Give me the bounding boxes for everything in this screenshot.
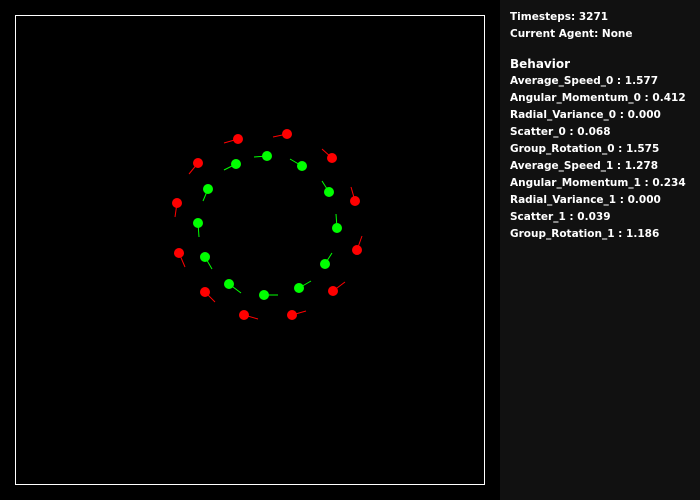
metric-value: 1.186: [626, 228, 660, 240]
metric-average-speed-0: Average_Speed_0 : 1.577: [510, 75, 658, 87]
agent-group1-6[interactable]: [259, 290, 278, 300]
agent-body: [332, 223, 342, 233]
agent-group0-10[interactable]: [172, 198, 182, 218]
behavior-title: Behavior: [510, 57, 571, 71]
agent-body: [294, 283, 304, 293]
timesteps-value: 3271: [578, 11, 609, 23]
agent-body: [287, 310, 297, 320]
agent-body: [203, 184, 213, 194]
agent-body: [239, 310, 249, 320]
metric-name: Radial_Variance_1: [510, 194, 617, 206]
agent-body: [262, 151, 272, 161]
metric-name: Average_Speed_1: [510, 160, 614, 172]
agent-group1-4[interactable]: [320, 252, 333, 269]
metric-name: Scatter_0: [510, 126, 566, 138]
agent-group0-1[interactable]: [272, 129, 292, 139]
metric-angular-momentum-0: Angular_Momentum_0 : 0.412: [510, 92, 686, 104]
agent-body: [172, 198, 182, 208]
agent-group1-8[interactable]: [200, 252, 213, 270]
metric-value: 0.234: [652, 177, 686, 189]
info-panel: Timesteps: 3271 Current Agent: None Beha…: [500, 0, 700, 500]
agent-body: [224, 279, 234, 289]
arena-border: [15, 15, 485, 485]
agent-group1-3[interactable]: [332, 213, 342, 233]
metric-scatter-1: Scatter_1 : 0.039: [510, 211, 611, 223]
agent-group0-9[interactable]: [174, 248, 186, 268]
metric-value: 1.575: [626, 143, 660, 155]
metric-value: 0.000: [627, 194, 661, 206]
agent-group1-1[interactable]: [289, 158, 307, 171]
agent-group1-11[interactable]: [223, 159, 241, 171]
agent-group0-6[interactable]: [287, 310, 307, 320]
agent-group0-0[interactable]: [223, 134, 243, 144]
agent-group1-10[interactable]: [202, 184, 213, 202]
metric-name: Group_Rotation_1: [510, 228, 615, 240]
metric-name: Angular_Momentum_0: [510, 92, 641, 104]
metric-value: 0.068: [577, 126, 611, 138]
metric-value: 0.039: [577, 211, 611, 223]
agent-body: [327, 153, 337, 163]
agent-body: [200, 252, 210, 262]
metric-radial-variance-1: Radial_Variance_1 : 0.000: [510, 194, 661, 206]
agent-body: [193, 158, 203, 168]
metric-radial-variance-0: Radial_Variance_0 : 0.000: [510, 109, 661, 121]
agent-body: [350, 196, 360, 206]
agent-body: [352, 245, 362, 255]
agent-group1-9[interactable]: [193, 218, 203, 238]
agent-body: [193, 218, 203, 228]
agent-body: [233, 134, 243, 144]
metric-angular-momentum-1: Angular_Momentum_1 : 0.234: [510, 177, 686, 189]
agent-group0-4[interactable]: [352, 235, 363, 255]
agent-group0-2[interactable]: [321, 148, 337, 163]
agent-body: [259, 290, 269, 300]
metric-name: Group_Rotation_0: [510, 143, 615, 155]
agent-group0-8[interactable]: [200, 287, 216, 303]
agent-group0-3[interactable]: [350, 186, 360, 206]
metric-average-speed-1: Average_Speed_1 : 1.278: [510, 160, 658, 172]
agent-group0-7[interactable]: [239, 310, 259, 320]
metric-group-rotation-0: Group_Rotation_0 : 1.575: [510, 143, 660, 155]
timesteps-label: Timesteps:: [510, 11, 576, 23]
simulation-arena[interactable]: [0, 0, 500, 500]
behavior-metrics-list: Average_Speed_0 : 1.577 Angular_Momentum…: [510, 73, 700, 243]
metric-name: Radial_Variance_0: [510, 109, 617, 121]
agent-body: [320, 259, 330, 269]
current-agent-readout: Current Agent: None: [510, 26, 700, 43]
agent-body: [328, 286, 338, 296]
agent-group1-7[interactable]: [224, 279, 242, 294]
metric-value: 0.412: [652, 92, 686, 104]
metric-value: 1.577: [624, 75, 658, 87]
agent-body: [174, 248, 184, 258]
metric-value: 0.000: [627, 109, 661, 121]
agent-group0-5[interactable]: [328, 281, 346, 296]
agent-body: [282, 129, 292, 139]
metric-name: Angular_Momentum_1: [510, 177, 641, 189]
current-agent-value: None: [601, 28, 633, 40]
agent-body: [200, 287, 210, 297]
metric-name: Scatter_1: [510, 211, 566, 223]
agent-group1-5[interactable]: [294, 280, 312, 293]
current-agent-label: Current Agent:: [510, 28, 599, 40]
metric-value: 1.278: [624, 160, 658, 172]
agents-layer: [172, 129, 363, 320]
agent-group1-2[interactable]: [321, 180, 334, 197]
agent-group1-0[interactable]: [253, 151, 272, 161]
metric-group-rotation-1: Group_Rotation_1 : 1.186: [510, 228, 660, 240]
timesteps-readout: Timesteps: 3271: [510, 9, 700, 26]
agent-group0-11[interactable]: [188, 158, 203, 175]
metric-scatter-0: Scatter_0 : 0.068: [510, 126, 611, 138]
agent-body: [297, 161, 307, 171]
agent-body: [324, 187, 334, 197]
agent-body: [231, 159, 241, 169]
metric-name: Average_Speed_0: [510, 75, 614, 87]
